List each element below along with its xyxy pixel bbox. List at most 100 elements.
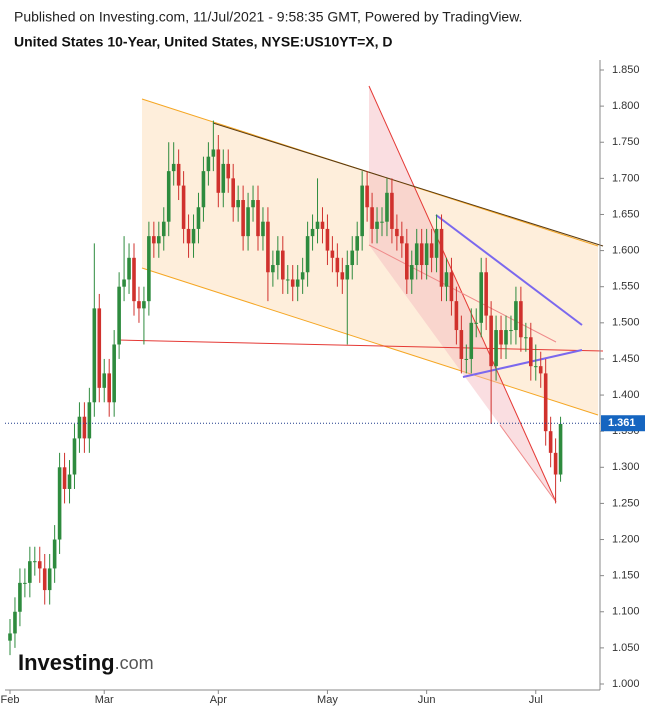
pennant-line bbox=[462, 349, 583, 378]
candle-body bbox=[211, 149, 216, 157]
candle-body bbox=[524, 337, 528, 339]
candle-body bbox=[62, 467, 67, 489]
candle-body bbox=[251, 200, 255, 208]
candle-body bbox=[77, 416, 82, 439]
drawings bbox=[117, 85, 604, 503]
candle-body bbox=[558, 423, 563, 475]
candle-body bbox=[276, 250, 280, 266]
candle-body bbox=[454, 301, 459, 331]
candle-body bbox=[246, 207, 250, 237]
candle-body bbox=[271, 265, 275, 273]
candle-body bbox=[504, 330, 508, 345]
candle-body bbox=[385, 192, 389, 222]
y-tick-label: 1.750 bbox=[612, 136, 640, 148]
candle-body bbox=[57, 467, 62, 540]
candle-body bbox=[117, 286, 121, 345]
candle-body bbox=[127, 257, 131, 280]
candle-body bbox=[285, 279, 290, 281]
candle-body bbox=[543, 373, 548, 432]
candle-body bbox=[484, 272, 488, 316]
candle-body bbox=[176, 163, 181, 186]
candle-body bbox=[147, 236, 151, 302]
published-note: Published on Investing.com, 11/Jul/2021 … bbox=[14, 9, 522, 25]
candle-body bbox=[424, 243, 429, 266]
candle-body bbox=[47, 568, 52, 591]
candle-body bbox=[206, 156, 211, 172]
y-tick-label: 1.500 bbox=[612, 317, 640, 329]
candle-body bbox=[201, 171, 206, 208]
candle-body bbox=[439, 228, 444, 287]
candle-body bbox=[152, 236, 156, 244]
candle-body bbox=[157, 236, 161, 244]
x-tick-label: Apr bbox=[210, 694, 227, 706]
candle-body bbox=[256, 200, 260, 237]
pennant-line bbox=[435, 214, 583, 326]
candle-body bbox=[553, 452, 558, 475]
candle-body bbox=[28, 561, 32, 583]
y-tick-label: 1.400 bbox=[612, 389, 640, 401]
y-tick-label: 1.100 bbox=[612, 606, 640, 618]
x-tick-label: Mar bbox=[95, 694, 114, 706]
candle-body bbox=[444, 272, 449, 287]
y-tick-label: 1.600 bbox=[612, 244, 640, 256]
candle-body bbox=[261, 221, 265, 237]
candle-body bbox=[13, 611, 17, 634]
y-tick-label: 1.050 bbox=[612, 642, 640, 654]
last-price-label: 1.361 bbox=[608, 417, 636, 429]
candle-body bbox=[92, 308, 97, 403]
x-tick-label: May bbox=[317, 694, 338, 706]
chart-title: United States 10-Year, United States, NY… bbox=[14, 34, 393, 50]
candle-body bbox=[221, 163, 226, 193]
candle-body bbox=[161, 221, 166, 237]
candle-body bbox=[310, 228, 315, 237]
candle-body bbox=[335, 257, 340, 273]
logo-suffix: .com bbox=[115, 653, 154, 673]
last-price-box bbox=[601, 415, 645, 432]
candle-body bbox=[226, 163, 231, 179]
candle-body bbox=[82, 416, 87, 439]
candle-body bbox=[241, 200, 245, 237]
x-tick-label: Feb bbox=[1, 694, 20, 706]
y-tick-label: 1.700 bbox=[612, 172, 640, 184]
candle-body bbox=[171, 163, 176, 172]
candle-body bbox=[429, 243, 434, 258]
candle-body bbox=[37, 561, 42, 569]
y-tick-label: 1.850 bbox=[612, 64, 640, 76]
candle-body bbox=[459, 330, 464, 359]
candle-body bbox=[295, 279, 300, 287]
candle-body bbox=[137, 301, 141, 309]
candle-body bbox=[380, 221, 384, 223]
y-tick-label: 1.450 bbox=[612, 353, 640, 365]
candle-body bbox=[18, 582, 22, 612]
candle-body bbox=[186, 228, 191, 244]
logo-text: Investing.com bbox=[18, 650, 154, 675]
candle-body bbox=[365, 185, 369, 208]
candle-body bbox=[300, 272, 305, 280]
candle-body bbox=[469, 322, 474, 359]
logo: Investing.com bbox=[18, 650, 154, 675]
candle-body bbox=[479, 272, 483, 323]
candle-body bbox=[196, 207, 201, 229]
candle-body bbox=[97, 308, 102, 388]
candle-body bbox=[102, 373, 107, 388]
channel-bottom bbox=[141, 267, 599, 416]
candle-body bbox=[132, 257, 136, 302]
candle-body bbox=[191, 228, 196, 244]
candle-body bbox=[325, 228, 330, 251]
x-tick-label: Jun bbox=[418, 694, 436, 706]
candles bbox=[8, 120, 563, 656]
candle-body bbox=[499, 330, 503, 345]
y-tick-label: 1.250 bbox=[612, 497, 640, 509]
candle-body bbox=[181, 185, 186, 229]
y-tick-label: 1.300 bbox=[612, 461, 640, 473]
candle-body bbox=[350, 250, 355, 266]
candle-body bbox=[538, 366, 543, 374]
y-tick-label: 1.150 bbox=[612, 570, 640, 582]
y-tick-label: 1.200 bbox=[612, 533, 640, 545]
candle-body bbox=[395, 228, 399, 237]
candle-body bbox=[419, 243, 424, 266]
candle-body bbox=[548, 431, 553, 453]
candle-body bbox=[533, 366, 538, 368]
candle-body bbox=[166, 171, 171, 222]
candle-body bbox=[8, 633, 12, 641]
